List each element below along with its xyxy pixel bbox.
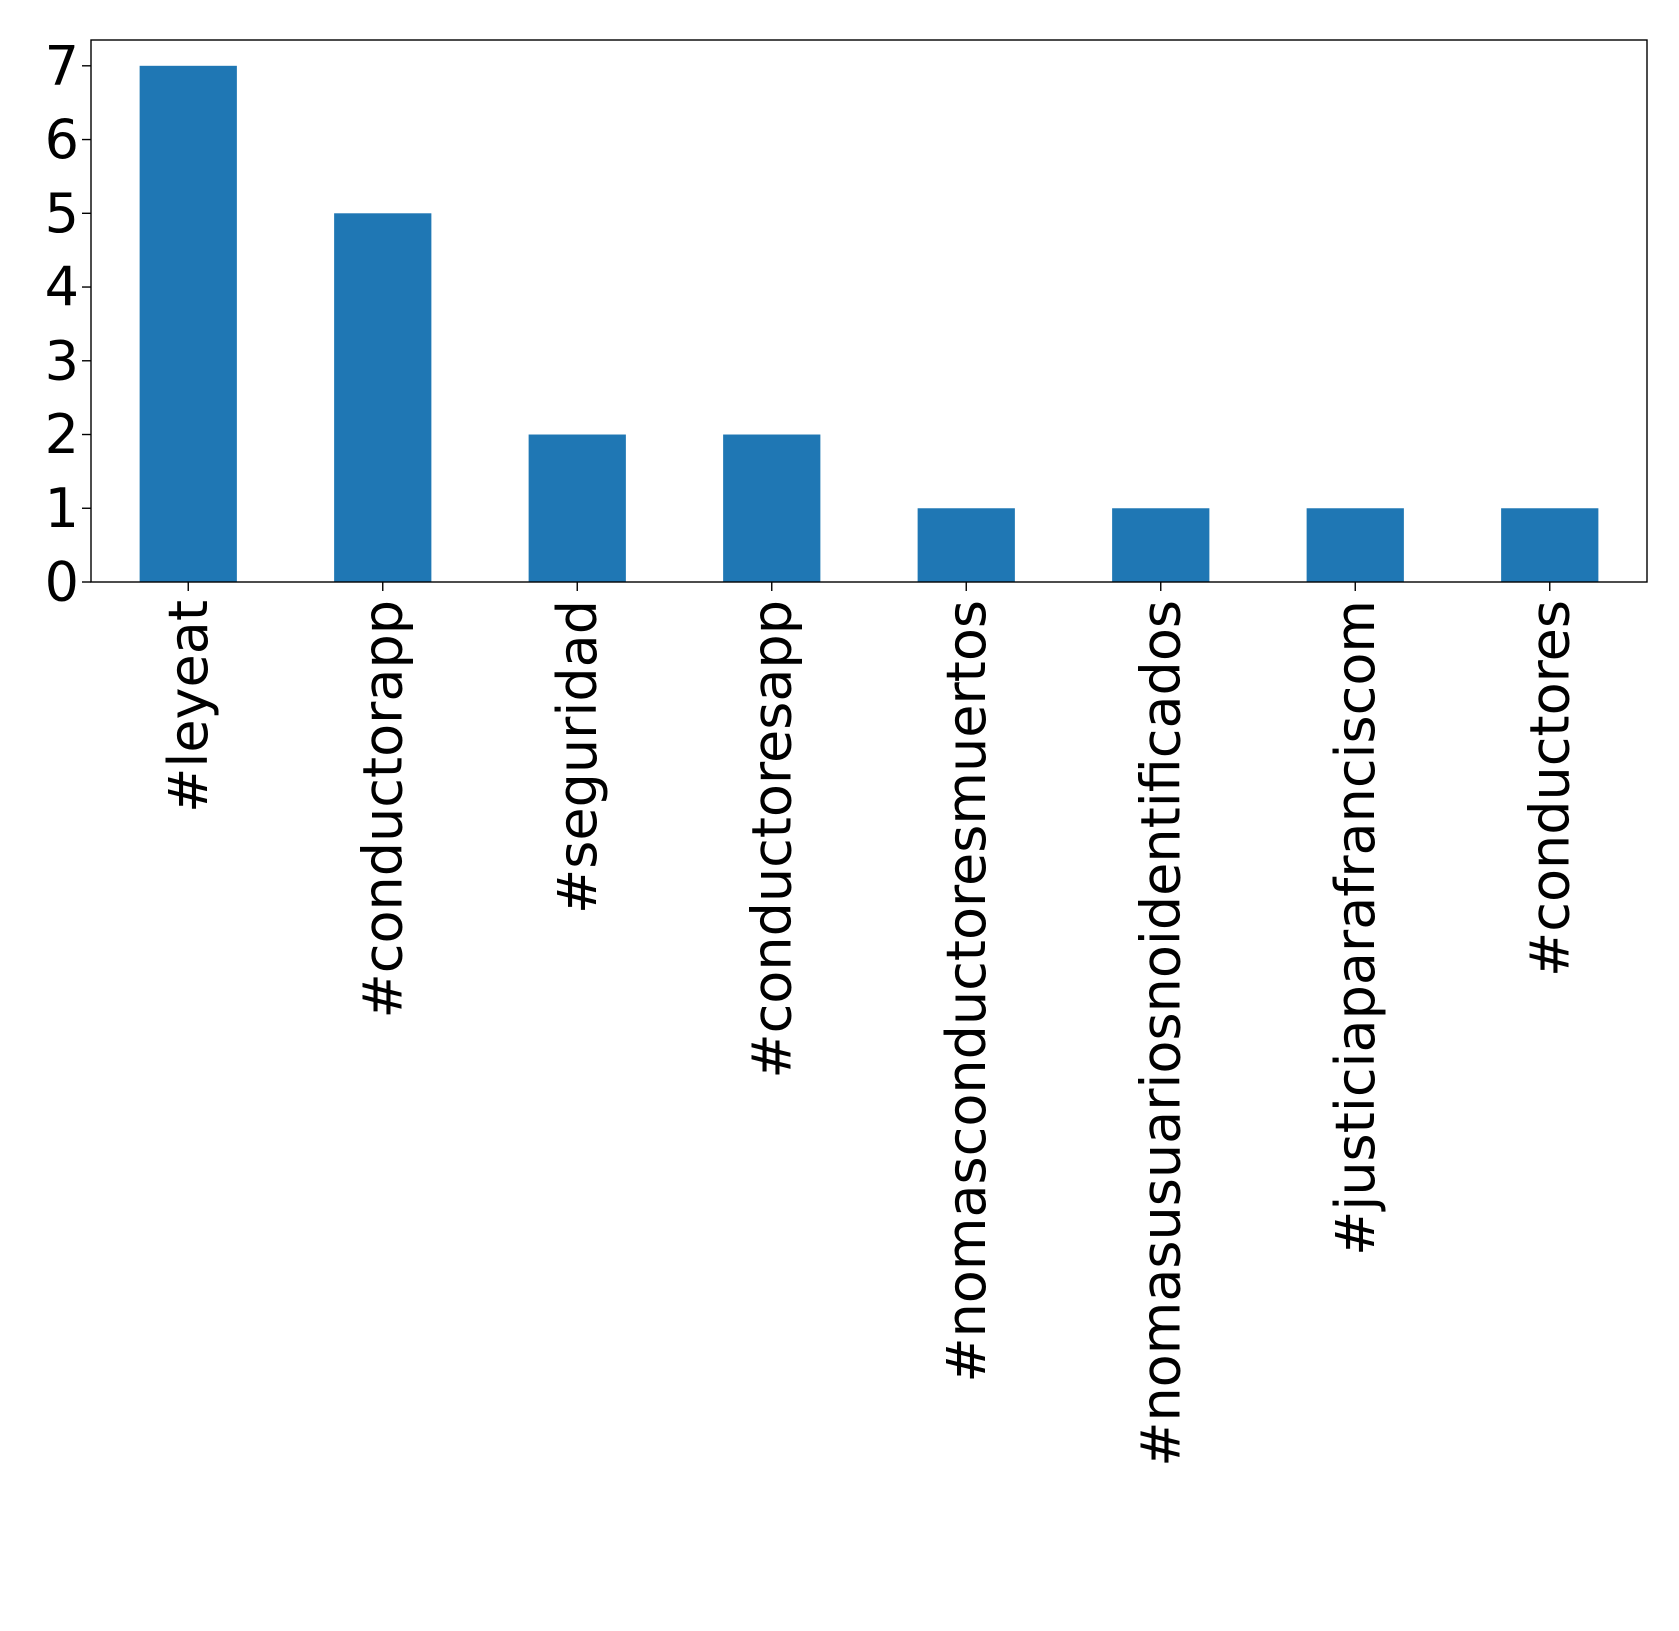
bar-7 <box>1501 508 1599 582</box>
bar-4 <box>917 508 1015 582</box>
y-tick-label: 1 <box>45 477 79 540</box>
bar-3 <box>723 434 821 582</box>
x-tick-label: #conductores <box>1518 600 1581 977</box>
x-tick-label: #nomasconductoresmuertos <box>935 600 998 1383</box>
y-tick-label: 0 <box>45 551 79 614</box>
y-tick-label: 4 <box>45 256 79 319</box>
y-tick-label: 3 <box>45 329 79 392</box>
y-tick-label: 2 <box>45 403 79 466</box>
x-tick-label: #leyeat <box>157 600 220 813</box>
bar-2 <box>528 434 626 582</box>
y-tick-label: 7 <box>45 34 79 97</box>
bar-6 <box>1306 508 1404 582</box>
x-axis: #leyeat #conductorapp #seguridad #conductor… <box>157 582 1581 1467</box>
x-tick-label: #conductorapp <box>351 600 414 1018</box>
y-axis: 0 1 2 3 4 5 6 7 <box>45 34 91 614</box>
x-tick-label: #conductoresapp <box>740 600 803 1079</box>
x-tick-label: #nomasusuariosnoidentificados <box>1129 600 1192 1467</box>
y-tick-label: 6 <box>45 108 79 171</box>
y-tick-label: 5 <box>45 182 79 245</box>
bar-1 <box>334 213 432 582</box>
x-tick-label: #seguridad <box>546 600 609 914</box>
bar-5 <box>1112 508 1210 582</box>
bars-group <box>139 65 1599 583</box>
plot-frame <box>90 39 1648 583</box>
bar-0 <box>139 65 237 583</box>
x-tick-label: #justiciaparafranciscom <box>1324 600 1387 1256</box>
